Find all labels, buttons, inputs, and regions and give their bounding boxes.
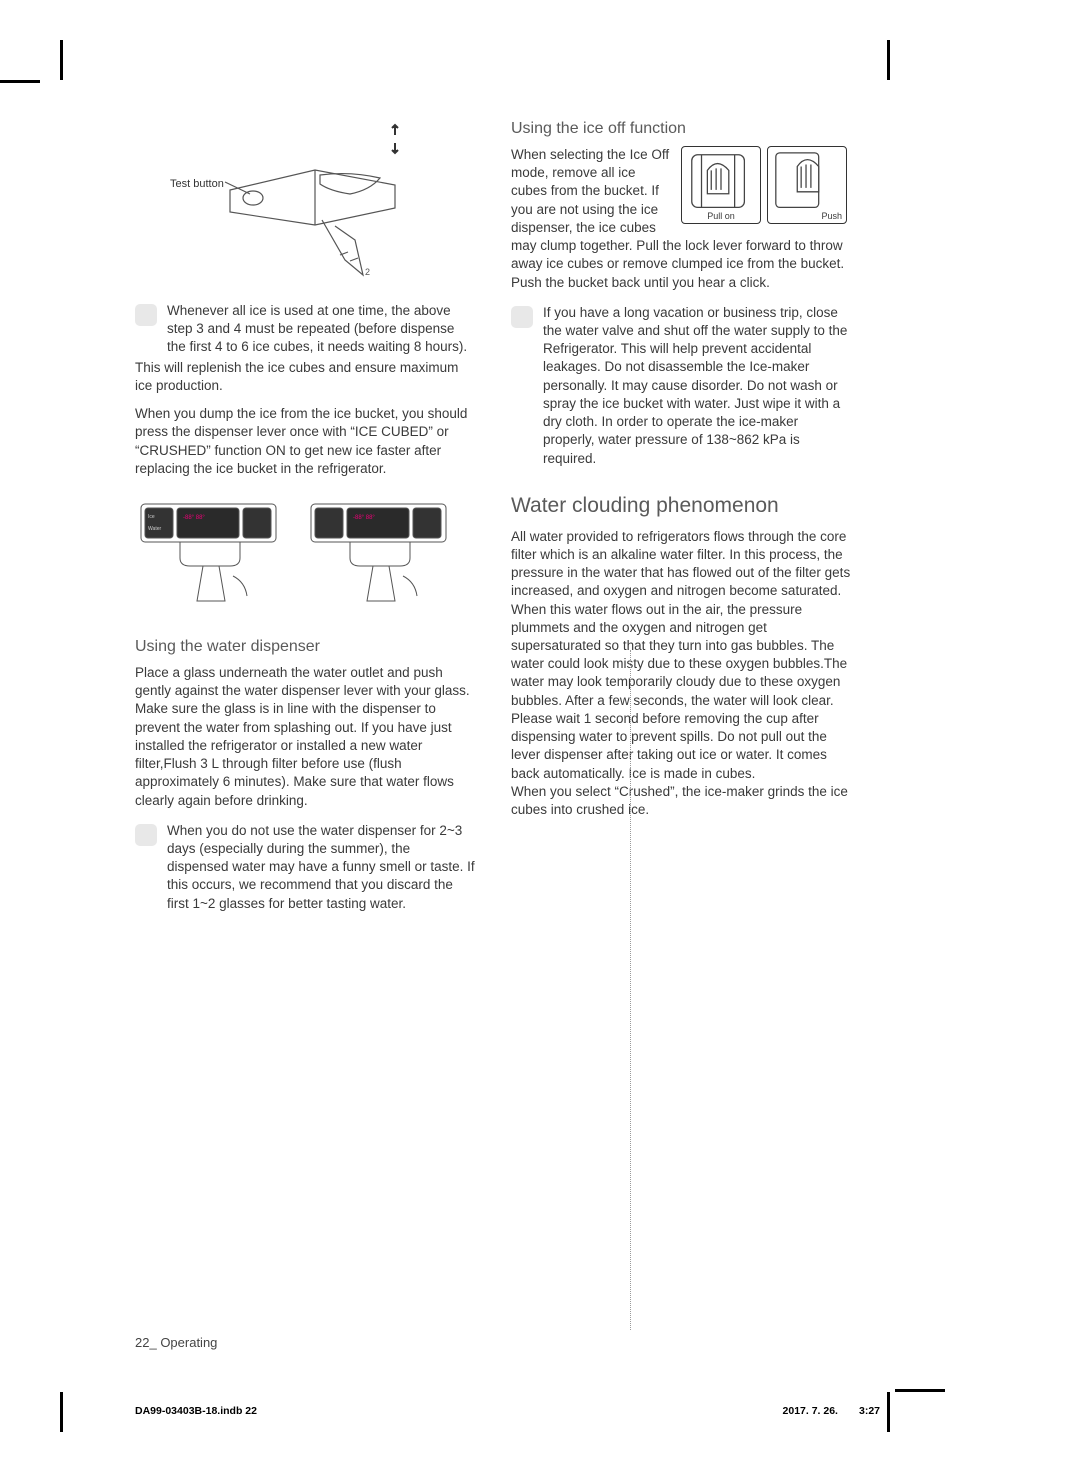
fig-caption-push: Push xyxy=(768,211,846,221)
svg-text:-88° 88°: -88° 88° xyxy=(183,515,205,521)
para-water-clouding-2: Please wait 1 second before removing the… xyxy=(511,710,851,783)
right-column: Using the ice off function Pull on xyxy=(511,120,851,1340)
note-block-2: When you do not use the water dispenser … xyxy=(135,822,475,913)
note-text-1: Whenever all ice is used at one time, th… xyxy=(167,302,475,357)
para-water-clouding-3: When you select “Crushed”, the ice-maker… xyxy=(511,783,851,819)
column-divider xyxy=(630,650,631,1330)
para-water-dispenser: Place a glass underneath the water outle… xyxy=(135,664,475,810)
ice-off-figures: Pull on Push xyxy=(681,146,851,226)
note-block-1: Whenever all ice is used at one time, th… xyxy=(135,302,475,357)
subheading-water-dispenser: Using the water dispenser xyxy=(135,638,475,656)
page-section-label: Operating xyxy=(160,1335,217,1350)
fig-caption-pull: Pull on xyxy=(682,211,760,221)
ice-off-figure-pull: Pull on xyxy=(681,146,761,224)
subheading-ice-off: Using the ice off function xyxy=(511,120,851,138)
note-icon xyxy=(511,306,533,328)
note-text-3: If you have a long vacation or business … xyxy=(543,304,851,468)
svg-text:Water: Water xyxy=(148,526,161,532)
page-number-digit: 22 xyxy=(135,1335,149,1350)
note1-tail: This will replenish the ice cubes and en… xyxy=(135,359,475,395)
heading-water-clouding: Water clouding phenomenon xyxy=(511,494,851,518)
para-dump-ice: When you dump the ice from the ice bucke… xyxy=(135,405,475,478)
svg-text:Ice: Ice xyxy=(148,514,155,520)
note-icon xyxy=(135,304,157,326)
icemaker-illustration: 2 xyxy=(195,120,415,290)
para-water-clouding-1: All water provided to refrigerators ﬂows… xyxy=(511,528,851,710)
note-text-2: When you do not use the water dispenser … xyxy=(167,822,475,913)
ice-off-figure-push: Push xyxy=(767,146,847,224)
note1-body: Whenever all ice is used at one time, th… xyxy=(167,303,467,354)
svg-text:2: 2 xyxy=(365,267,370,277)
left-column: Test button 2 Whenever all ice is use xyxy=(135,120,475,1340)
page-number: 22_ Operating xyxy=(135,1335,217,1350)
dispenser-illustration-right: -88° 88° xyxy=(305,496,455,616)
ice-off-section: Pull on Push When selecting the Ice Off … xyxy=(511,146,851,292)
note-block-3: If you have a long vacation or business … xyxy=(511,304,851,468)
manual-page: Test button 2 Whenever all ice is use xyxy=(135,120,855,1340)
note-icon xyxy=(135,824,157,846)
figure-label-test-button: Test button xyxy=(170,178,224,190)
svg-text:-88° 88°: -88° 88° xyxy=(353,515,375,521)
footer-doc-id: DA99-03403B-18.indb 22 xyxy=(135,1405,257,1417)
figure-icemaker: Test button 2 xyxy=(195,120,415,290)
footer-timestamp: 2017. 7. 26. 3:27 xyxy=(783,1405,880,1417)
dispenser-illustration-left: -88° 88° Ice Water xyxy=(135,496,285,616)
figure-dispensers: -88° 88° Ice Water -88° 88° xyxy=(135,496,455,616)
